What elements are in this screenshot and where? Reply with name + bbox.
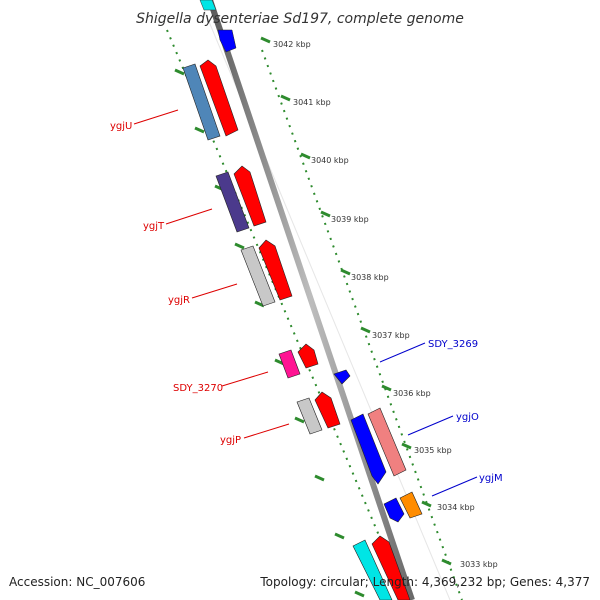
tick-label: 3033 kbp (460, 560, 498, 569)
tick-label: 3035 kbp (414, 446, 452, 455)
accession-text: Accession: NC_007606 (9, 575, 145, 589)
gene-feature-ygjT[interactable] (215, 171, 250, 233)
gene-feature-top-cyan[interactable] (199, 0, 217, 11)
gene-feature-ygjR[interactable] (240, 245, 276, 307)
tick-label: 3042 kbp (273, 40, 311, 49)
leader-line-ygjO (407, 415, 454, 436)
tick-mark (260, 36, 271, 44)
tick-mark (234, 242, 245, 250)
tick-mark (354, 590, 365, 598)
leader-line-ygjU (133, 109, 179, 125)
gene-feature-ygjP[interactable] (296, 397, 323, 435)
leader-line-SDY_3269 (379, 342, 426, 363)
gene-arrow-SDY_3270[interactable] (297, 343, 319, 369)
tick-label: 3034 kbp (437, 503, 475, 512)
leader-lines (133, 109, 478, 497)
genome-summary-text: Topology: circular; Length: 4,369,232 bp… (259, 575, 590, 589)
gene-feature-ygjO[interactable] (367, 407, 407, 477)
gene-arrow-ygjR[interactable] (258, 239, 293, 301)
tick-mark (441, 558, 452, 566)
gene-feature-SDY_3270[interactable] (278, 349, 301, 379)
gene-labels: ygjU ygjT ygjR SDY_3270 ygjP SDY_3269 yg… (110, 121, 503, 484)
tick-mark (174, 68, 185, 76)
tick-label: 3039 kbp (331, 215, 369, 224)
gene-label-ygjU[interactable]: ygjU (110, 121, 132, 132)
tick-mark (401, 442, 412, 450)
tick-mark (320, 210, 331, 218)
gene-label-SDY_3270[interactable]: SDY_3270 (173, 383, 223, 394)
tick-label: 3037 kbp (372, 331, 410, 340)
tick-mark (421, 500, 432, 508)
leader-line-ygjT (165, 208, 213, 225)
tick-labels: 3042 kbp 3041 kbp 3040 kbp 3039 kbp 3038… (273, 40, 498, 569)
tick-mark (334, 532, 345, 540)
gene-feature-ygjU[interactable] (182, 63, 221, 141)
tick-label: 3036 kbp (393, 389, 431, 398)
tick-mark (280, 94, 291, 102)
tick-mark (294, 416, 305, 424)
gene-arrow-ygjO-reverse[interactable] (350, 413, 387, 485)
gene-features (182, 0, 423, 600)
gene-arrow-bottom-red[interactable] (371, 535, 411, 600)
gene-arrow-ygjT[interactable] (233, 165, 267, 227)
gene-label-ygjO[interactable]: ygjO (456, 412, 479, 423)
lane-borders (166, 29, 463, 600)
gene-feature-SDY_3269[interactable] (333, 369, 351, 385)
gene-label-ygjM[interactable]: ygjM (479, 473, 503, 484)
tick-mark (314, 474, 325, 482)
leader-line-ygjP (243, 423, 290, 439)
tick-mark (340, 268, 351, 276)
tick-label: 3041 kbp (293, 98, 331, 107)
leader-line-ygjR (191, 283, 238, 299)
gene-label-ygjP[interactable]: ygjP (220, 435, 241, 446)
leader-line-ygjM (431, 476, 478, 497)
gene-feature-top-blue[interactable] (217, 29, 237, 53)
map-title: Shigella dysenteriae Sd197, complete gen… (136, 11, 464, 27)
leader-line-SDY_3270 (221, 371, 269, 387)
tick-mark (300, 152, 311, 160)
tick-marks (174, 36, 452, 598)
tick-mark (360, 326, 371, 334)
tick-label: 3038 kbp (351, 273, 389, 282)
outer-lane-border-right (261, 49, 463, 600)
gene-arrow-ygjU[interactable] (199, 59, 239, 137)
tick-label: 3040 kbp (311, 156, 349, 165)
gene-feature-ygjM[interactable] (399, 491, 423, 519)
gene-feature-bottom-cyan[interactable] (352, 539, 393, 600)
tick-mark (381, 384, 392, 392)
gene-arrow-ygjP[interactable] (314, 391, 341, 429)
gene-label-ygjT[interactable]: ygjT (143, 221, 165, 232)
gene-label-ygjR[interactable]: ygjR (168, 295, 190, 306)
gene-arrow-ygjM-reverse[interactable] (383, 497, 405, 523)
gene-label-SDY_3269[interactable]: SDY_3269 (428, 339, 478, 350)
genome-backbone (207, 0, 415, 600)
tick-mark (194, 126, 205, 134)
